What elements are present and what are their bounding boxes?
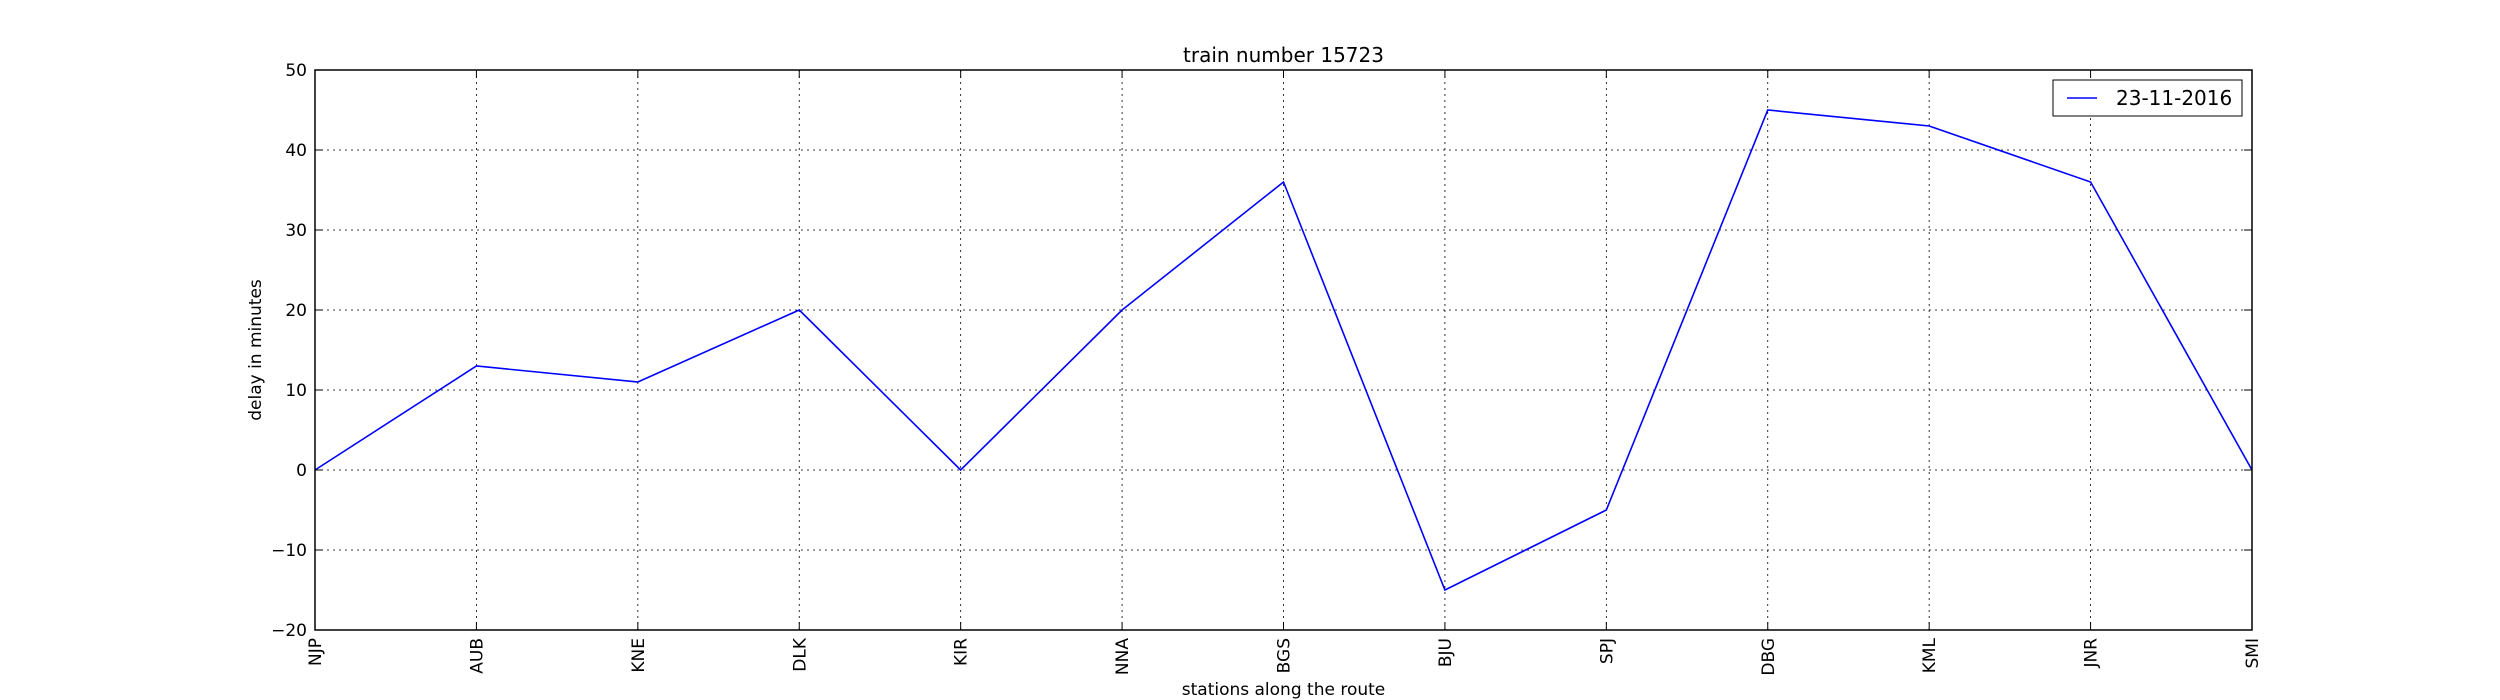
y-tick-label: −20	[271, 621, 307, 641]
tick-marks	[314, 69, 2253, 631]
series-layer	[314, 109, 2253, 592]
x-tick-label: NJP	[306, 638, 326, 666]
y-tick-label: 30	[285, 221, 307, 241]
chart-title: train number 15723	[1183, 43, 1384, 67]
y-tick-label: 20	[285, 301, 307, 321]
legend-label: 23-11-2016	[2116, 86, 2232, 110]
x-tick-label: NNA	[1113, 638, 1133, 675]
x-tick-label: KIR	[952, 638, 972, 666]
tick-labels: NJP AUB KNE DLK KIR NNA BGS BJU SPJ DBG KML JNR SMI −…	[271, 61, 2263, 676]
y-tick-label: 0	[296, 461, 307, 481]
y-tick-label: 40	[285, 141, 307, 161]
x-tick-label: AUB	[467, 638, 487, 674]
y-tick-label: 10	[285, 381, 307, 401]
x-tick-label: SMI	[2243, 638, 2263, 668]
x-tick-label: JNR	[2082, 638, 2102, 669]
x-tick-label: BGS	[1275, 638, 1295, 673]
y-tick-label: 50	[285, 61, 307, 81]
x-tick-label: DLK	[790, 637, 810, 672]
x-axis-title: stations along the route	[1182, 680, 1386, 700]
y-axis-title: delay in minutes	[246, 279, 266, 421]
x-tick-label: BJU	[1436, 638, 1456, 667]
legend: 23-11-2016	[2052, 79, 2243, 117]
y-tick-label: −10	[271, 541, 307, 561]
grid-lines	[314, 70, 2253, 630]
x-tick-label: DBG	[1759, 638, 1779, 676]
x-tick-label: SPJ	[1597, 638, 1617, 664]
x-tick-label: KNE	[629, 638, 649, 673]
x-tick-label: KML	[1920, 637, 1940, 673]
